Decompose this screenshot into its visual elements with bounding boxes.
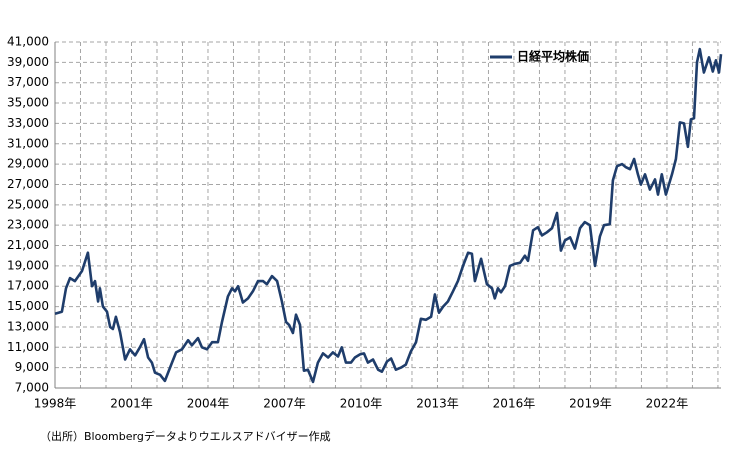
- y-tick-label: 29,000: [7, 157, 49, 171]
- x-tick-label: 2001年: [110, 397, 153, 411]
- x-tick-label: 2019年: [569, 397, 612, 411]
- x-tick-label: 2010年: [340, 397, 383, 411]
- y-tick-label: 39,000: [7, 55, 49, 69]
- x-tick-label: 1998年: [34, 397, 77, 411]
- y-tick-label: 15,000: [7, 299, 49, 313]
- y-tick-label: 27,000: [7, 177, 49, 191]
- y-tick-label: 41,000: [7, 35, 49, 49]
- y-tick-label: 21,000: [7, 238, 49, 252]
- x-tick-label: 2004年: [187, 397, 230, 411]
- x-tick-label: 2022年: [646, 397, 689, 411]
- y-tick-label: 17,000: [7, 279, 49, 293]
- y-tick-label: 11,000: [7, 340, 49, 354]
- x-tick-label: 2013年: [416, 397, 459, 411]
- y-tick-label: 25,000: [7, 197, 49, 211]
- x-tick-label: 2007年: [263, 397, 306, 411]
- y-tick-label: 7,000: [15, 381, 49, 395]
- y-tick-label: 31,000: [7, 136, 49, 150]
- y-tick-label: 19,000: [7, 258, 49, 272]
- y-tick-label: 33,000: [7, 116, 49, 130]
- y-tick-label: 9,000: [15, 360, 49, 374]
- x-tick-label: 2016年: [493, 397, 536, 411]
- data-line: [54, 47, 723, 384]
- y-tick-label: 23,000: [7, 218, 49, 232]
- y-tick-label: 37,000: [7, 75, 49, 89]
- y-tick-label: 35,000: [7, 96, 49, 110]
- legend-label: 日経平均株価: [517, 49, 589, 64]
- source-note: （出所）Bloombergデータよりウエルスアドバイザー作成: [40, 429, 331, 443]
- y-tick-label: 13,000: [7, 319, 49, 333]
